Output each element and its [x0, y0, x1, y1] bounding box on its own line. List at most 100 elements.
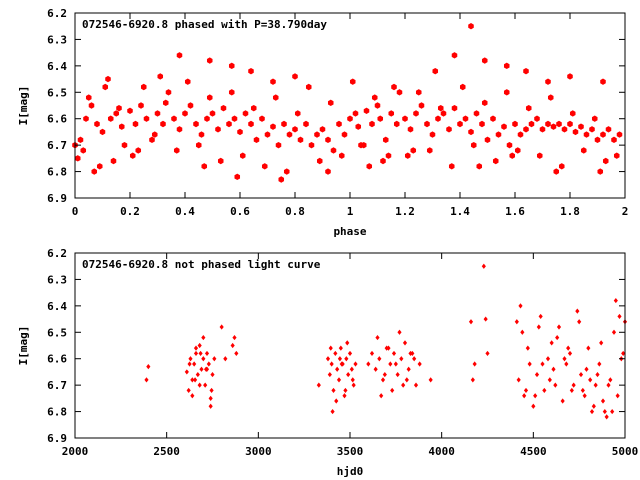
phased-x-axis-label: phase	[333, 225, 366, 238]
data-point	[393, 361, 398, 367]
data-point	[369, 350, 375, 357]
data-point	[600, 131, 606, 138]
data-point	[577, 319, 582, 325]
data-point	[382, 371, 387, 378]
data-point	[239, 152, 246, 159]
data-point	[613, 152, 620, 159]
data-point	[503, 89, 510, 96]
data-point	[613, 297, 618, 304]
data-point	[512, 120, 518, 128]
data-point	[621, 350, 626, 357]
data-point	[327, 99, 334, 107]
data-point	[600, 398, 606, 404]
data-point	[165, 89, 172, 96]
data-point	[329, 361, 334, 367]
data-point	[481, 57, 488, 64]
data-point	[492, 157, 499, 165]
data-point	[580, 147, 587, 154]
data-point	[217, 157, 224, 165]
data-point	[572, 128, 579, 136]
data-point	[138, 102, 144, 109]
data-point	[386, 345, 391, 351]
data-point	[582, 393, 587, 399]
data-point	[198, 131, 205, 138]
x-tick-label: 1.4	[450, 205, 470, 218]
data-point	[339, 361, 344, 367]
data-point	[366, 361, 371, 367]
data-point	[605, 126, 612, 133]
data-point	[551, 366, 556, 372]
data-point	[327, 371, 332, 378]
data-point	[344, 356, 349, 362]
data-point	[303, 120, 309, 128]
data-point	[338, 345, 343, 351]
data-point	[346, 371, 351, 378]
data-point	[330, 408, 335, 415]
data-point	[206, 361, 211, 367]
data-point	[325, 168, 331, 175]
data-point	[294, 110, 301, 117]
data-point	[319, 126, 326, 133]
data-point	[193, 377, 198, 383]
data-point	[127, 107, 133, 114]
data-point	[135, 147, 142, 154]
data-point	[610, 408, 615, 415]
data-point	[140, 83, 147, 91]
data-point	[360, 141, 367, 149]
data-point	[533, 393, 538, 399]
y-tick-label: 6.3	[47, 273, 67, 286]
data-point	[94, 120, 100, 128]
y-tick-label: 6.2	[47, 247, 67, 260]
data-point	[594, 136, 601, 144]
data-point	[534, 115, 540, 122]
data-point	[407, 126, 414, 133]
data-point	[408, 350, 413, 357]
data-point	[80, 147, 87, 154]
data-point	[602, 408, 607, 415]
data-point	[149, 136, 155, 144]
data-point	[534, 371, 540, 378]
data-point	[523, 126, 529, 133]
data-point	[160, 120, 166, 128]
x-tick-label: 2000	[62, 445, 89, 458]
data-point	[208, 403, 213, 409]
data-point	[589, 408, 595, 415]
data-point	[349, 78, 356, 85]
data-point	[481, 99, 488, 107]
data-point	[132, 120, 139, 128]
x-tick-label: 1.6	[505, 205, 525, 218]
data-point	[393, 120, 400, 128]
y-tick-label: 6.5	[47, 326, 67, 339]
data-point	[451, 104, 458, 112]
data-point	[118, 123, 125, 130]
data-point	[575, 308, 580, 314]
data-point	[545, 78, 551, 85]
data-point	[330, 147, 337, 154]
data-point	[516, 377, 521, 383]
unphased-axis-ticks: 2000 2500 3000 3500 4000 4500 5000 6.2 6.3 6.4 6.5…	[47, 247, 638, 458]
data-point	[195, 371, 200, 378]
data-point	[611, 136, 617, 144]
data-point	[555, 334, 560, 341]
data-point	[617, 313, 622, 320]
data-point	[193, 350, 199, 357]
x-tick-label: 3500	[337, 445, 364, 458]
data-point	[539, 126, 546, 133]
data-point	[328, 345, 333, 351]
data-point	[611, 329, 617, 335]
data-point	[197, 342, 202, 349]
data-point	[209, 110, 216, 117]
data-point	[197, 382, 202, 388]
data-point	[503, 62, 510, 70]
data-point	[518, 303, 523, 309]
data-point	[349, 366, 354, 372]
y-tick-label: 6.9	[47, 192, 67, 205]
data-point	[74, 155, 81, 162]
data-point	[591, 403, 596, 409]
data-point	[96, 163, 103, 170]
data-point	[88, 102, 95, 109]
data-point	[379, 393, 384, 399]
data-point	[451, 52, 458, 59]
data-point	[578, 123, 584, 130]
x-tick-label: 1.2	[395, 205, 415, 218]
